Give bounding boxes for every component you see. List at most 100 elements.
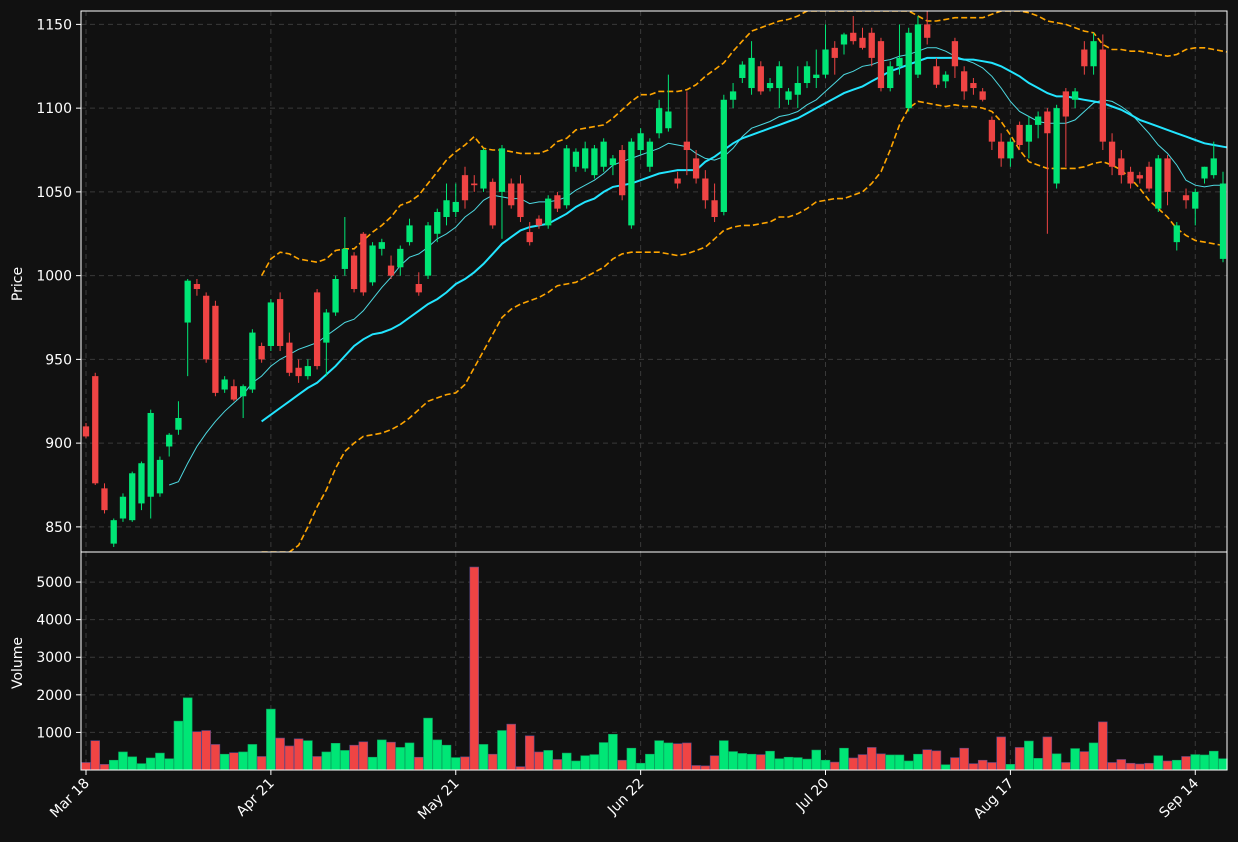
price-tick-label: 850 [45,520,72,536]
candle [979,88,986,102]
candle-body [942,74,949,82]
volume-bar [746,753,757,771]
candle-body [110,520,117,544]
volume-bar [377,739,387,771]
candle [1034,111,1042,139]
candle-body [1118,158,1125,176]
candle [92,372,99,486]
candle-body [887,66,894,89]
candle [711,183,718,223]
candle [480,148,487,192]
volume-bar [229,752,239,771]
candle [813,49,820,89]
volume-bar [247,744,258,771]
volume-bar [1135,763,1145,771]
volume-bar [478,744,489,771]
candle-body [147,412,154,497]
volume-bar [90,740,100,771]
candle-body [508,183,515,206]
candle [526,222,533,246]
candle [1192,188,1199,226]
volume-bar [1209,750,1219,771]
candle-body [905,32,912,109]
candle-body [924,24,931,38]
volume-bar [940,764,951,771]
volume-bar [1144,762,1154,771]
candlesticks [82,11,1227,547]
candle [831,41,838,75]
volume-bar [950,757,960,771]
candle [600,138,607,172]
volume-bar [266,708,276,771]
candle [360,232,367,296]
volume-bar [968,763,979,771]
candle [545,195,552,229]
candle-body [896,57,903,67]
candle [1090,32,1097,75]
candle [970,77,977,95]
candle [1127,166,1134,189]
candle-body [859,37,866,48]
candle-body [156,459,164,494]
candle [776,61,783,109]
candle-body [563,148,570,206]
volume-bar [81,762,91,771]
candle-body [545,198,552,226]
volume-grid [81,552,1227,770]
volume-bar [108,759,119,771]
volume-tick-label: 2000 [36,688,72,704]
candle-body [341,248,348,269]
candle [1145,161,1153,192]
volume-bar [1051,753,1062,771]
volume-bar [1014,747,1025,771]
candle-body [276,299,284,346]
candle [424,222,432,279]
candle [387,255,395,279]
volume-bar [1162,760,1173,771]
candle-body [1025,124,1033,142]
candle [166,433,173,457]
candle-body [1192,191,1199,209]
candle-body [785,91,792,100]
candle-body [1090,41,1097,67]
candle [924,11,931,45]
volume-bar [451,757,461,771]
candle [240,384,247,419]
candle-body [304,366,311,377]
candle-body [267,302,275,346]
volume-bar [118,751,128,771]
candle [461,166,469,209]
volume-bar [977,759,988,771]
candle [258,342,265,363]
candle [212,300,219,397]
candle-body [517,183,524,218]
volume-bar [423,717,433,771]
candle [1210,141,1217,179]
candle [591,144,598,179]
candle-body [387,265,395,276]
candle-body [1155,158,1162,209]
volume-bar [885,754,895,771]
volume-bar [293,738,304,771]
candle [415,272,422,296]
candle [452,183,459,218]
candle-body [240,386,247,397]
candle [1062,88,1069,167]
candle [757,61,764,95]
volume-bar [1116,759,1127,771]
candle [1099,34,1106,151]
candle-body [766,83,774,89]
volume-bar [1061,762,1071,771]
candle-body [683,141,690,151]
candle [434,208,441,243]
candle [646,138,654,172]
candle-body [193,284,201,290]
volume-frame [80,551,1228,771]
volume-bar [432,739,443,771]
price-tick-label: 950 [45,352,72,368]
candle-body [711,200,718,218]
candle-body [535,218,543,226]
volume-bar [136,763,147,771]
price-axis-label: Price [10,267,26,301]
volume-bar [793,757,803,771]
